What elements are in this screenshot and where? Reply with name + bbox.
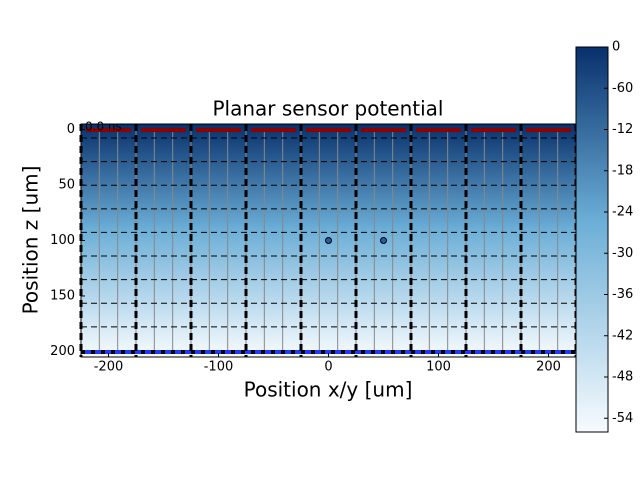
y-tick-label: 200	[50, 344, 75, 359]
pixel-implant	[251, 128, 296, 132]
chart-title: Planar sensor potential	[213, 97, 444, 121]
colorbar-tick-label: -60	[612, 81, 633, 96]
annotation: 0.0 ns	[85, 120, 122, 134]
x-tick-label: 200	[536, 360, 561, 375]
pixel-implant	[416, 128, 461, 132]
pixel-implant	[471, 128, 516, 132]
pixel-implant	[86, 128, 131, 132]
pixel-implant	[196, 128, 241, 132]
pixel-implant	[361, 128, 406, 132]
pixel-implant	[526, 128, 571, 132]
colorbar-tick-label: 0	[612, 40, 620, 55]
pixel-implant	[141, 128, 186, 132]
colorbar-tick-label: -54	[612, 411, 633, 426]
colorbar-tick-label: -18	[612, 163, 633, 178]
pixel-implant	[306, 128, 351, 132]
colorbar-tick-label: -36	[612, 287, 633, 302]
y-tick-label: 100	[50, 233, 75, 248]
colorbar	[575, 46, 609, 433]
colorbar-tick-label: -12	[612, 122, 633, 137]
y-tick-label: 0	[67, 122, 75, 137]
colorbar-tick-label: -24	[612, 205, 633, 220]
y-tick-label: 150	[50, 288, 75, 303]
colorbar-tick-label: -30	[612, 246, 633, 261]
x-tick-label: 100	[426, 360, 451, 375]
x-tick-label: 0	[324, 360, 332, 375]
charge-point	[380, 237, 387, 244]
colorbar-tick-label: -42	[612, 328, 633, 343]
y-tick-label: 50	[58, 178, 75, 193]
x-tick-label: -100	[204, 360, 234, 375]
x-tick-label: -200	[94, 360, 124, 375]
x-axis-label: Position x/y [um]	[244, 378, 413, 402]
y-axis-label: Position z [um]	[19, 166, 43, 315]
charge-point	[325, 237, 332, 244]
colorbar-tick-label: -48	[612, 370, 633, 385]
